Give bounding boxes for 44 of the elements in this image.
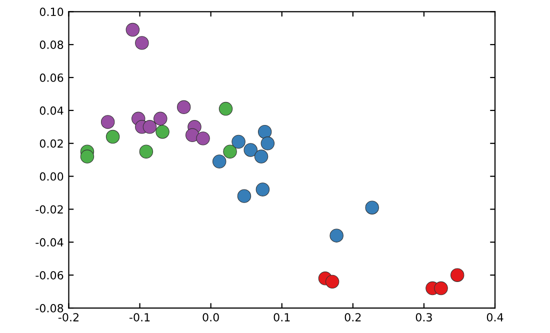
point xyxy=(244,143,258,157)
y-tick-label: 0.02 xyxy=(40,139,63,148)
point xyxy=(142,120,157,134)
y-tick-label: 0.10 xyxy=(40,8,64,16)
point xyxy=(237,189,252,203)
y-tick-label: -0.08 xyxy=(36,304,64,312)
y-tick-label: 0.06 xyxy=(40,73,64,82)
point xyxy=(135,36,149,50)
point xyxy=(256,182,270,196)
point xyxy=(176,100,191,114)
point xyxy=(185,128,200,142)
point xyxy=(218,102,233,116)
point xyxy=(106,130,120,144)
point xyxy=(254,150,268,164)
x-tick-label: 0.0 xyxy=(202,313,219,322)
y-tick-label: -0.02 xyxy=(36,205,63,214)
point xyxy=(365,200,379,214)
point xyxy=(330,228,344,242)
point xyxy=(139,144,154,158)
x-tick-label: -0.2 xyxy=(58,313,78,322)
point xyxy=(434,281,448,296)
point xyxy=(325,274,340,289)
y-tick-label: 0.08 xyxy=(40,40,64,49)
y-tick-label: -0.04 xyxy=(36,238,64,247)
point xyxy=(212,154,226,168)
point xyxy=(80,150,94,164)
point xyxy=(258,124,272,139)
x-tick-label: 0.4 xyxy=(486,313,504,322)
point xyxy=(223,144,237,158)
x-tick-label: 0.1 xyxy=(274,313,290,322)
x-tick-label: -0.1 xyxy=(129,313,150,322)
point xyxy=(232,134,246,149)
y-tick-label: -0.06 xyxy=(36,271,64,280)
point xyxy=(154,112,168,126)
x-tick-label: 0.3 xyxy=(416,313,432,322)
y-tick-label: 0.04 xyxy=(40,106,64,115)
point xyxy=(126,22,140,37)
point xyxy=(100,115,115,129)
point xyxy=(196,132,210,146)
point xyxy=(260,136,275,150)
point xyxy=(450,268,464,282)
x-tick-label: 0.2 xyxy=(344,313,361,322)
y-tick-label: 0.00 xyxy=(40,172,64,181)
point xyxy=(156,124,170,139)
